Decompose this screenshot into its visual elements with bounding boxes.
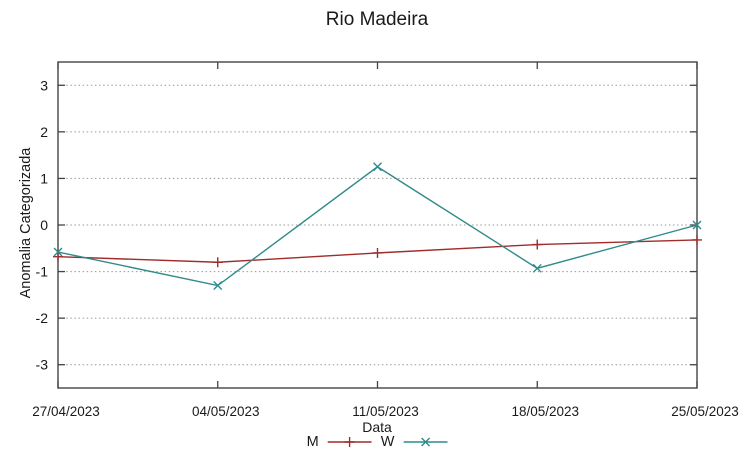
marker-plus-M (372, 247, 383, 258)
marker-plus-M (212, 257, 223, 268)
marker-cross-W (373, 162, 382, 172)
marker-plus-M (532, 239, 543, 250)
legend-label-M: M (306, 434, 319, 450)
y-tick-label: -3 (36, 357, 49, 373)
marker-cross-W (213, 281, 223, 291)
plot-border (57, 61, 698, 389)
legend-sample-M (327, 437, 372, 447)
y-tick-label: 3 (40, 77, 48, 93)
legend-label-W: W (380, 434, 395, 450)
x-tick-label: 04/05/2023 (192, 404, 260, 419)
marker-cross-W (692, 220, 702, 230)
marker-cross-W (532, 263, 542, 273)
marker-plus-M (692, 234, 702, 245)
x-tick-label: 25/05/2023 (671, 404, 739, 419)
x-tick-label: 11/05/2023 (352, 404, 419, 419)
legend-item-M: M (307, 434, 372, 450)
marker-cross-W (53, 247, 63, 257)
y-axis-label: Anomalia Categorizada (18, 147, 34, 299)
y-tick-label: 1 (40, 170, 48, 186)
legend-sample-W (403, 437, 448, 447)
legend-item-W: W (381, 434, 448, 450)
y-tick-label: 2 (40, 124, 48, 140)
x-tick-label: 27/04/2023 (32, 404, 100, 419)
series-line-W (57, 165, 698, 287)
y-tick-label: -2 (36, 310, 49, 326)
marker-plus-M (53, 251, 63, 262)
y-tick-label: 0 (40, 217, 48, 233)
x-axis-label: Data (362, 419, 392, 435)
x-tick-label: 18/05/2023 (511, 404, 579, 419)
chart-title: Rio Madeira (325, 9, 429, 30)
y-tick-label: -1 (36, 264, 49, 280)
